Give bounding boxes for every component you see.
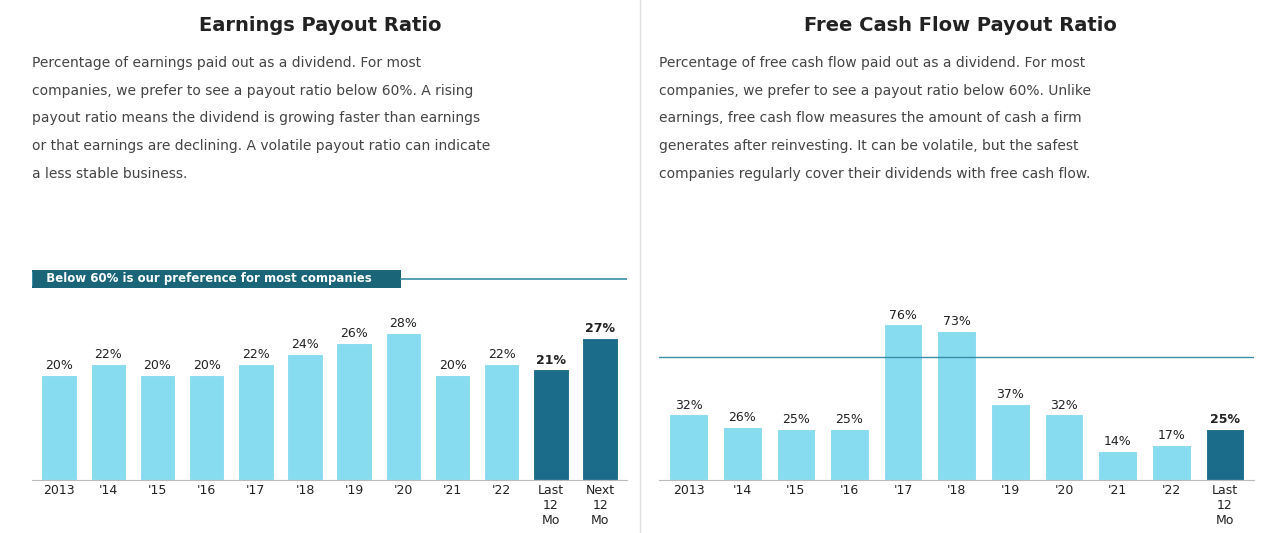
- Text: 25%: 25%: [782, 413, 810, 426]
- Text: 73%: 73%: [943, 315, 970, 328]
- Text: companies regularly cover their dividends with free cash flow.: companies regularly cover their dividend…: [659, 167, 1091, 181]
- Bar: [723, 426, 762, 480]
- Text: 28%: 28%: [389, 317, 417, 330]
- Bar: [287, 353, 323, 480]
- Text: Percentage of free cash flow paid out as a dividend. For most: Percentage of free cash flow paid out as…: [659, 56, 1085, 70]
- Text: earnings, free cash flow measures the amount of cash a firm: earnings, free cash flow measures the am…: [659, 111, 1082, 125]
- Text: 25%: 25%: [836, 413, 864, 426]
- Text: 22%: 22%: [242, 349, 270, 361]
- Bar: [1206, 429, 1244, 480]
- Bar: [937, 330, 977, 480]
- Text: 27%: 27%: [585, 322, 616, 335]
- Text: or that earnings are declining. A volatile payout ratio can indicate: or that earnings are declining. A volati…: [32, 139, 490, 153]
- Text: Below 60% is our preference for most companies: Below 60% is our preference for most com…: [38, 272, 371, 285]
- Text: 22%: 22%: [488, 349, 516, 361]
- Text: Percentage of earnings paid out as a dividend. For most: Percentage of earnings paid out as a div…: [32, 56, 421, 70]
- Text: Free Cash Flow Payout Ratio: Free Cash Flow Payout Ratio: [804, 16, 1116, 35]
- Text: 22%: 22%: [95, 349, 122, 361]
- Text: 20%: 20%: [143, 359, 172, 372]
- Text: 14%: 14%: [1103, 435, 1132, 448]
- Bar: [831, 429, 869, 480]
- FancyBboxPatch shape: [659, 343, 1028, 361]
- Text: 76%: 76%: [890, 309, 916, 321]
- Text: 32%: 32%: [675, 399, 703, 411]
- Bar: [41, 375, 77, 480]
- Text: 26%: 26%: [728, 411, 756, 424]
- Text: Earnings Payout Ratio: Earnings Payout Ratio: [198, 16, 442, 35]
- Bar: [1152, 445, 1190, 480]
- Bar: [435, 375, 470, 480]
- Text: 37%: 37%: [997, 389, 1024, 401]
- Text: companies, we prefer to see a payout ratio below 60%. Unlike: companies, we prefer to see a payout rat…: [659, 84, 1091, 98]
- Bar: [484, 364, 520, 480]
- Bar: [884, 325, 923, 480]
- Text: 20%: 20%: [45, 359, 73, 372]
- Text: 25%: 25%: [1210, 413, 1240, 426]
- Bar: [385, 333, 421, 480]
- Text: generates after reinvesting. It can be volatile, but the safest: generates after reinvesting. It can be v…: [659, 139, 1079, 153]
- Bar: [1044, 414, 1083, 480]
- Text: payout ratio means the dividend is growing faster than earnings: payout ratio means the dividend is growi…: [32, 111, 480, 125]
- Text: 20%: 20%: [439, 359, 466, 372]
- Bar: [582, 338, 618, 480]
- Bar: [534, 369, 568, 480]
- Bar: [189, 375, 224, 480]
- Bar: [777, 429, 815, 480]
- Bar: [91, 364, 125, 480]
- Bar: [337, 343, 372, 480]
- Text: Below 60% is our preference for most companies: Below 60% is our preference for most com…: [666, 346, 998, 359]
- Bar: [1098, 451, 1137, 480]
- Text: 21%: 21%: [536, 353, 566, 367]
- Bar: [140, 375, 175, 480]
- Text: 26%: 26%: [340, 327, 369, 341]
- FancyBboxPatch shape: [32, 270, 401, 288]
- Bar: [669, 414, 708, 480]
- Bar: [991, 404, 1029, 480]
- Text: a less stable business.: a less stable business.: [32, 167, 187, 181]
- Text: 32%: 32%: [1050, 399, 1078, 411]
- Text: companies, we prefer to see a payout ratio below 60%. A rising: companies, we prefer to see a payout rat…: [32, 84, 474, 98]
- Text: 24%: 24%: [291, 338, 319, 351]
- Bar: [238, 364, 274, 480]
- Text: 20%: 20%: [193, 359, 220, 372]
- Text: 17%: 17%: [1157, 429, 1185, 442]
